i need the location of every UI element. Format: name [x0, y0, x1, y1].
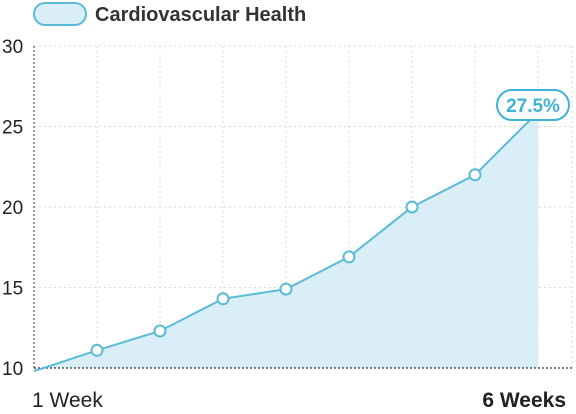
- x-start-label: 1 Week: [32, 389, 103, 412]
- legend-label: Cardiovascular Health: [95, 4, 306, 26]
- data-point: [405, 200, 419, 214]
- legend-swatch: [33, 2, 87, 26]
- legend: Cardiovascular Health: [33, 2, 306, 26]
- axes: [33, 46, 572, 369]
- callout: 27.5%: [496, 89, 570, 121]
- y-tick-label: 25: [2, 118, 23, 139]
- data-point: [279, 282, 293, 296]
- area-layer: [34, 112, 538, 372]
- y-tick-label: 15: [2, 279, 23, 300]
- callout-box: [496, 89, 570, 121]
- x-end-label: 6 Weeks: [482, 389, 566, 412]
- x-axis-labels: 1 Week 6 Weeks: [32, 389, 566, 412]
- y-tick-label: 20: [2, 198, 23, 219]
- callout-label: 27.5%: [506, 96, 560, 117]
- points: [90, 168, 482, 357]
- data-point: [153, 324, 167, 338]
- data-point: [342, 250, 356, 264]
- series-area: [34, 112, 538, 372]
- data-point: [90, 343, 104, 357]
- y-tick-label: 30: [2, 37, 23, 58]
- data-point: [468, 168, 482, 182]
- y-tick-label: 10: [2, 359, 23, 380]
- data-point: [216, 292, 230, 306]
- tick-labels: 10 15 20 25 30: [2, 37, 23, 380]
